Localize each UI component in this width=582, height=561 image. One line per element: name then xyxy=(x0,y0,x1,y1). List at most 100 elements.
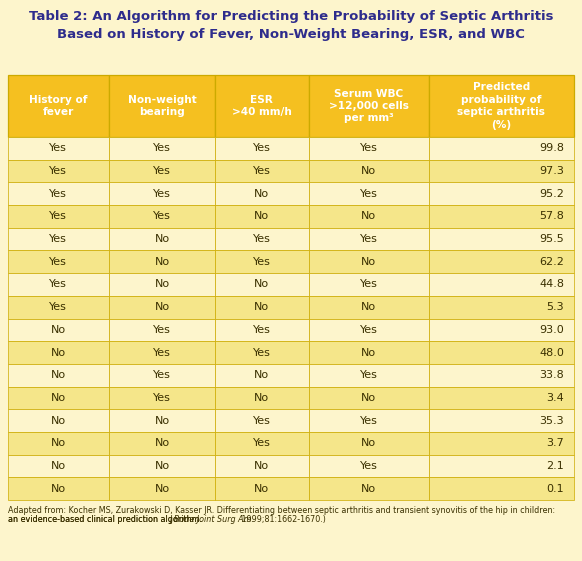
Bar xyxy=(215,410,308,432)
Bar xyxy=(308,341,428,364)
Bar xyxy=(428,341,574,364)
Bar xyxy=(8,341,109,364)
Text: No: No xyxy=(154,257,169,267)
Bar xyxy=(308,410,428,432)
Bar xyxy=(215,364,308,387)
Text: Yes: Yes xyxy=(49,144,68,153)
Text: Yes: Yes xyxy=(49,257,68,267)
Bar xyxy=(428,160,574,182)
Text: Yes: Yes xyxy=(153,325,171,335)
Text: Yes: Yes xyxy=(49,279,68,289)
Text: 33.8: 33.8 xyxy=(540,370,564,380)
Text: No: No xyxy=(361,484,376,494)
Bar xyxy=(109,432,215,454)
Text: No: No xyxy=(361,257,376,267)
Bar xyxy=(428,137,574,160)
Bar xyxy=(109,364,215,387)
Text: No: No xyxy=(361,302,376,312)
Bar xyxy=(308,454,428,477)
Text: 48.0: 48.0 xyxy=(539,347,564,357)
Bar xyxy=(215,387,308,410)
Text: Yes: Yes xyxy=(153,166,171,176)
Bar xyxy=(8,250,109,273)
Bar xyxy=(428,319,574,341)
Text: Yes: Yes xyxy=(360,461,378,471)
Bar xyxy=(109,273,215,296)
Bar xyxy=(109,387,215,410)
Bar xyxy=(109,477,215,500)
Bar xyxy=(215,137,308,160)
Text: No: No xyxy=(51,484,66,494)
Bar xyxy=(109,182,215,205)
Text: No: No xyxy=(254,188,269,199)
Bar xyxy=(215,228,308,250)
Text: Yes: Yes xyxy=(153,211,171,222)
Text: No: No xyxy=(254,484,269,494)
Text: 93.0: 93.0 xyxy=(540,325,564,335)
Text: Yes: Yes xyxy=(360,370,378,380)
Text: Yes: Yes xyxy=(153,393,171,403)
Bar xyxy=(109,250,215,273)
Text: No: No xyxy=(254,279,269,289)
Text: No: No xyxy=(361,393,376,403)
Text: 97.3: 97.3 xyxy=(539,166,564,176)
Text: No: No xyxy=(154,438,169,448)
Text: 3.7: 3.7 xyxy=(546,438,564,448)
Text: Non-weight
bearing: Non-weight bearing xyxy=(127,95,196,117)
Bar xyxy=(8,477,109,500)
Text: Yes: Yes xyxy=(49,234,68,244)
Text: Yes: Yes xyxy=(253,144,271,153)
Bar xyxy=(109,410,215,432)
Bar xyxy=(8,273,109,296)
Text: No: No xyxy=(154,302,169,312)
Text: an evidence-based clinical prediction algorithm.: an evidence-based clinical prediction al… xyxy=(8,515,205,524)
Bar xyxy=(8,182,109,205)
Text: Serum WBC
>12,000 cells
per mm³: Serum WBC >12,000 cells per mm³ xyxy=(329,89,409,123)
Text: 57.8: 57.8 xyxy=(539,211,564,222)
Bar xyxy=(428,182,574,205)
Bar xyxy=(8,432,109,454)
Bar xyxy=(109,75,215,137)
Text: No: No xyxy=(154,279,169,289)
Bar xyxy=(308,319,428,341)
Text: ESR
>40 mm/h: ESR >40 mm/h xyxy=(232,95,292,117)
Text: Yes: Yes xyxy=(49,188,68,199)
Bar xyxy=(428,273,574,296)
Text: No: No xyxy=(154,461,169,471)
Text: No: No xyxy=(51,325,66,335)
Bar xyxy=(308,432,428,454)
Text: Yes: Yes xyxy=(253,347,271,357)
Bar xyxy=(308,387,428,410)
Bar xyxy=(109,454,215,477)
Text: 62.2: 62.2 xyxy=(539,257,564,267)
Text: an evidence-based clinical prediction algorithm.: an evidence-based clinical prediction al… xyxy=(8,515,205,524)
Bar xyxy=(428,477,574,500)
Text: No: No xyxy=(361,347,376,357)
Text: Yes: Yes xyxy=(360,279,378,289)
Text: No: No xyxy=(254,370,269,380)
Bar xyxy=(308,296,428,319)
Bar xyxy=(428,250,574,273)
Text: History of
fever: History of fever xyxy=(29,95,88,117)
Text: Yes: Yes xyxy=(360,144,378,153)
Bar xyxy=(308,477,428,500)
Bar xyxy=(109,137,215,160)
Bar xyxy=(8,364,109,387)
Bar xyxy=(428,296,574,319)
Text: 3.4: 3.4 xyxy=(546,393,564,403)
Bar xyxy=(109,205,215,228)
Text: Yes: Yes xyxy=(360,234,378,244)
Text: No: No xyxy=(361,211,376,222)
Bar xyxy=(8,75,109,137)
Bar xyxy=(215,160,308,182)
Text: 0.1: 0.1 xyxy=(546,484,564,494)
Text: Yes: Yes xyxy=(253,257,271,267)
Bar xyxy=(215,273,308,296)
Bar xyxy=(109,296,215,319)
Bar xyxy=(308,364,428,387)
Text: No: No xyxy=(154,234,169,244)
Text: No: No xyxy=(51,461,66,471)
Bar xyxy=(8,205,109,228)
Bar xyxy=(215,477,308,500)
Text: Yes: Yes xyxy=(49,166,68,176)
